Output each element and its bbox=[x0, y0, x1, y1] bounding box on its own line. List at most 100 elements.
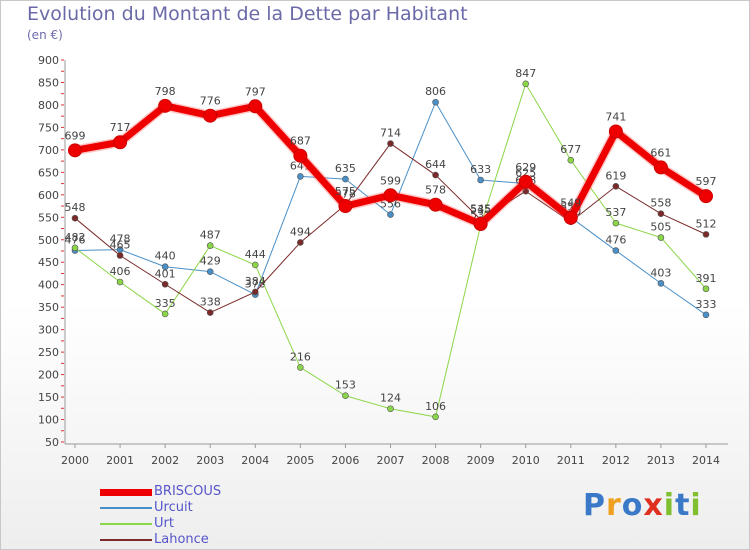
data-label-urt: 482 bbox=[65, 231, 86, 244]
data-point-urt bbox=[567, 156, 575, 164]
data-point-briscous bbox=[158, 98, 173, 113]
x-tick-label: 2012 bbox=[602, 454, 630, 467]
y-tick-label: 750 bbox=[38, 121, 59, 134]
data-label-lahonce: 714 bbox=[380, 127, 401, 140]
data-point-briscous bbox=[428, 197, 443, 212]
data-label-urt: 391 bbox=[696, 272, 717, 285]
logo-letter-r: r bbox=[606, 488, 622, 523]
data-label-urt: 444 bbox=[245, 248, 266, 261]
data-label-urcuit: 625 bbox=[515, 167, 536, 180]
data-point-urt bbox=[206, 242, 214, 249]
x-tick-label: 2009 bbox=[467, 454, 495, 467]
data-label-urcuit: 633 bbox=[470, 163, 491, 176]
data-point-lahonce bbox=[657, 210, 665, 217]
data-label-lahonce: 644 bbox=[425, 158, 446, 171]
data-label-urt: 537 bbox=[605, 206, 626, 219]
legend-label-urt: Urt bbox=[154, 516, 174, 531]
data-point-urt bbox=[251, 261, 259, 269]
data-point-urt bbox=[387, 405, 394, 413]
data-label-urt: 216 bbox=[290, 350, 311, 363]
data-label-briscous: 575 bbox=[335, 185, 356, 198]
proxiti-logo: Proxiti bbox=[583, 488, 702, 523]
data-point-lahonce bbox=[161, 280, 169, 288]
x-tick-label: 2010 bbox=[512, 454, 540, 467]
data-point-urt bbox=[522, 80, 530, 88]
y-tick-label: 900 bbox=[38, 54, 59, 67]
legend-label-lahonce: Lahonce bbox=[154, 532, 209, 547]
data-point-briscous bbox=[518, 174, 533, 189]
data-label-urt: 124 bbox=[380, 392, 401, 405]
data-label-urcuit: 378 bbox=[245, 278, 266, 291]
data-point-briscous bbox=[699, 189, 713, 204]
data-point-briscous bbox=[113, 135, 128, 150]
data-label-lahonce: 619 bbox=[605, 169, 626, 182]
logo-letter-o: o bbox=[621, 488, 644, 523]
data-point-lahonce bbox=[116, 252, 124, 259]
legend-swatch-lahonce bbox=[100, 539, 152, 541]
legend-item-urt: Urt bbox=[100, 516, 221, 532]
data-label-urt: 487 bbox=[200, 229, 221, 242]
data-point-urcuit bbox=[702, 311, 710, 319]
y-tick-label: 150 bbox=[38, 391, 59, 404]
data-point-urt bbox=[702, 285, 710, 293]
x-tick-label: 2000 bbox=[61, 454, 89, 467]
y-tick-label: 450 bbox=[38, 256, 59, 269]
data-label-urcuit: 476 bbox=[605, 234, 626, 247]
data-label-briscous: 797 bbox=[245, 85, 266, 98]
data-label-briscous: 741 bbox=[605, 110, 626, 123]
data-point-urcuit bbox=[477, 176, 484, 184]
x-tick-label: 2003 bbox=[196, 454, 224, 467]
y-tick-label: 300 bbox=[38, 324, 59, 337]
data-label-urt: 153 bbox=[335, 379, 356, 392]
data-point-briscous bbox=[653, 160, 668, 175]
data-point-lahonce bbox=[612, 182, 620, 190]
legend-label-urcuit: Urcuit bbox=[154, 500, 193, 515]
data-point-lahonce bbox=[387, 140, 394, 147]
data-label-briscous: 597 bbox=[696, 175, 717, 188]
data-label-urt: 847 bbox=[515, 67, 536, 80]
y-tick-label: 400 bbox=[38, 279, 59, 292]
data-point-lahonce bbox=[251, 288, 259, 296]
data-point-lahonce bbox=[71, 214, 79, 222]
data-label-briscous: 549 bbox=[560, 197, 581, 210]
data-label-urt: 406 bbox=[110, 265, 131, 278]
data-point-urt bbox=[116, 278, 124, 286]
y-tick-label: 850 bbox=[38, 76, 59, 89]
data-label-urcuit: 556 bbox=[380, 198, 401, 211]
x-tick-label: 2008 bbox=[422, 454, 450, 467]
data-point-urcuit bbox=[297, 173, 304, 180]
logo-letter-p: P bbox=[583, 488, 606, 523]
y-tick-label: 800 bbox=[38, 99, 59, 112]
x-tick-label: 2013 bbox=[647, 454, 675, 467]
legend-item-briscous: BRISCOUS bbox=[100, 484, 221, 500]
data-label-briscous: 776 bbox=[200, 95, 221, 108]
y-tick-label: 250 bbox=[38, 346, 59, 359]
data-label-briscous: 599 bbox=[380, 174, 401, 187]
legend-swatch-briscous bbox=[100, 488, 152, 496]
data-point-urcuit bbox=[432, 98, 439, 106]
data-label-briscous: 629 bbox=[515, 161, 536, 174]
data-label-urcuit: 476 bbox=[65, 234, 86, 247]
data-label-urcuit: 440 bbox=[155, 250, 176, 263]
data-label-urcuit: 635 bbox=[335, 162, 356, 175]
data-point-briscous bbox=[68, 143, 82, 158]
data-label-urt: 335 bbox=[155, 297, 176, 310]
x-tick-label: 2004 bbox=[241, 454, 269, 467]
data-label-lahonce: 384 bbox=[245, 275, 266, 288]
data-point-lahonce bbox=[702, 231, 710, 238]
y-tick-label: 650 bbox=[38, 166, 59, 179]
chart-title: Evolution du Montant de la Dette par Hab… bbox=[27, 3, 468, 25]
data-label-urt: 677 bbox=[560, 143, 581, 156]
data-label-lahonce: 465 bbox=[110, 238, 131, 251]
data-label-lahonce: 512 bbox=[696, 217, 717, 230]
data-label-urcuit: 429 bbox=[200, 255, 221, 268]
data-label-urcuit: 806 bbox=[425, 85, 446, 98]
x-tick-label: 2005 bbox=[286, 454, 314, 467]
x-tick-label: 2001 bbox=[106, 454, 134, 467]
y-tick-label: 100 bbox=[38, 414, 59, 427]
y-tick-label: 50 bbox=[45, 436, 59, 449]
data-point-urt bbox=[432, 413, 439, 421]
legend-label-briscous: BRISCOUS bbox=[154, 484, 222, 499]
y-tick-label: 200 bbox=[38, 369, 59, 382]
